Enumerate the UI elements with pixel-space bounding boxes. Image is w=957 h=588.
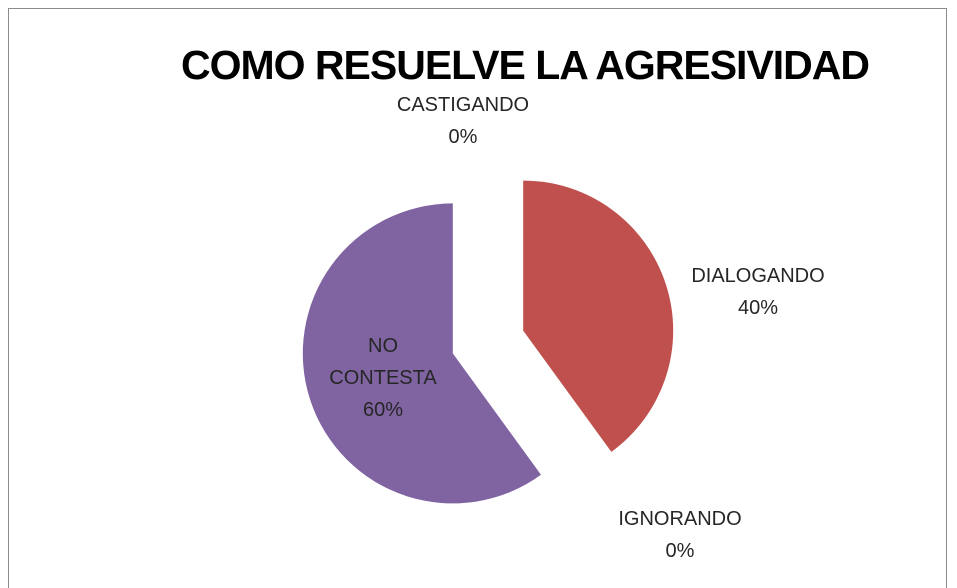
data-label: CASTIGANDO 0% bbox=[383, 89, 543, 153]
label-category: NO CONTESTA bbox=[329, 335, 437, 389]
label-value: 40% bbox=[737, 297, 779, 319]
label-category: DIALOGANDO bbox=[691, 265, 825, 287]
chart-frame bbox=[8, 8, 947, 588]
label-category: IGNORANDO bbox=[618, 508, 742, 530]
chart-title: COMO RESUELVE LA AGRESIVIDAD bbox=[180, 42, 870, 88]
label-value: 0% bbox=[665, 540, 695, 562]
data-label: DIALOGANDO 40% bbox=[678, 260, 838, 324]
data-label: IGNORANDO 0% bbox=[600, 503, 760, 567]
label-category: CASTIGANDO bbox=[396, 94, 530, 116]
label-value: 0% bbox=[448, 126, 478, 148]
pie-slice bbox=[523, 180, 674, 452]
pie-slice bbox=[302, 203, 541, 504]
label-value: 60% bbox=[362, 399, 404, 421]
data-label: NO CONTESTA 60% bbox=[328, 330, 438, 426]
